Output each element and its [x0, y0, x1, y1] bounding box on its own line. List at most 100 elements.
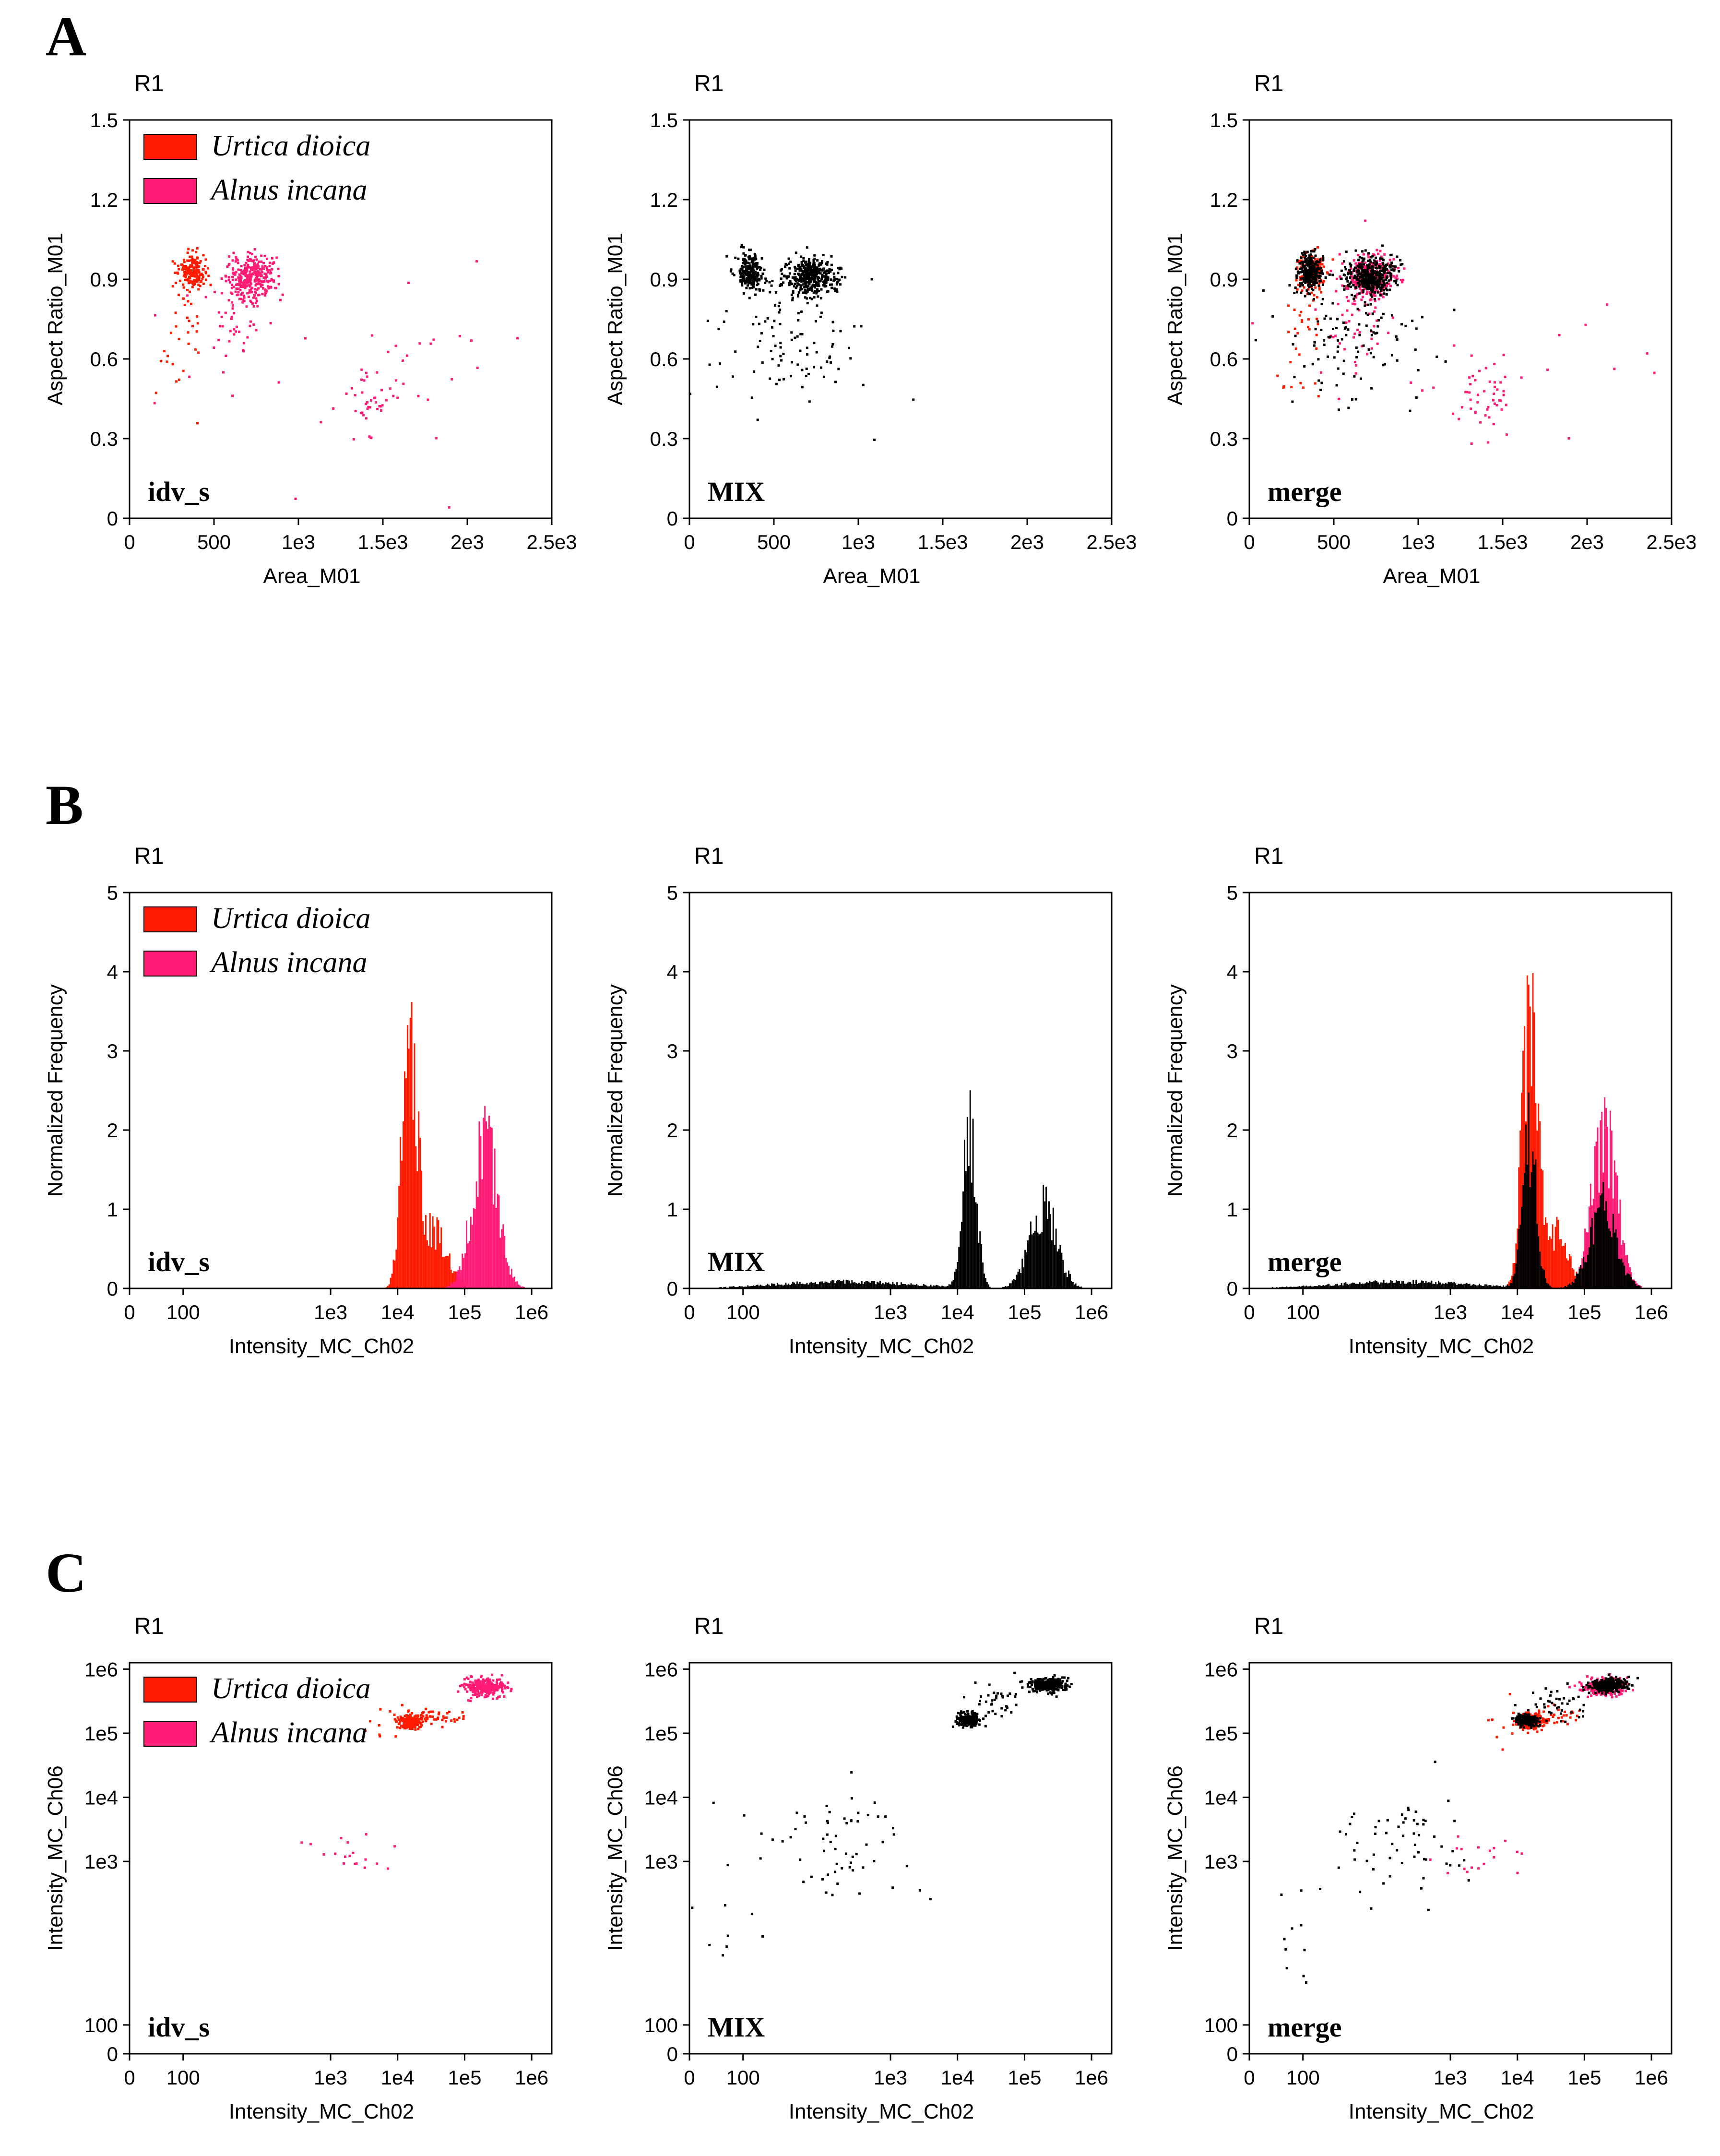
data-point: [1342, 372, 1345, 375]
data-point: [1301, 289, 1304, 292]
histogram-bar: [498, 1195, 500, 1288]
data-point: [742, 292, 745, 295]
data-point: [1421, 316, 1423, 319]
histogram-bar: [1546, 1223, 1548, 1288]
data-point: [1052, 1676, 1055, 1679]
data-point: [1312, 274, 1315, 277]
histogram-bar: [391, 1274, 393, 1288]
histogram-bar: [505, 1258, 507, 1288]
data-point: [1578, 1681, 1581, 1684]
histogram-bar: [1411, 1284, 1413, 1288]
data-point: [972, 1712, 974, 1715]
histogram-bar: [501, 1229, 503, 1288]
histogram-bar: [927, 1286, 929, 1288]
data-point: [1505, 433, 1508, 436]
data-point: [1546, 369, 1549, 371]
data-point: [1311, 287, 1314, 290]
data-point: [1020, 1680, 1023, 1683]
data-point: [166, 360, 168, 363]
data-point: [1305, 271, 1307, 274]
data-point: [958, 1724, 961, 1727]
data-point: [1370, 282, 1373, 285]
data-point: [791, 283, 794, 286]
data-point: [744, 271, 747, 274]
data-point: [805, 290, 807, 293]
x-tick-label: 0: [124, 1301, 135, 1323]
data-point: [186, 289, 189, 292]
histogram-bar: [460, 1270, 462, 1288]
data-point: [829, 283, 831, 286]
data-point: [891, 1886, 894, 1889]
data-point: [1364, 261, 1367, 264]
histogram-bar: [1397, 1281, 1399, 1288]
data-point: [387, 351, 390, 354]
histogram-bar: [411, 1002, 413, 1288]
data-point: [746, 273, 749, 276]
data-point: [753, 252, 756, 255]
data-point: [465, 1676, 468, 1679]
data-point: [396, 1726, 399, 1729]
data-point: [1376, 286, 1379, 288]
histogram-bar: [1616, 1175, 1618, 1288]
data-point: [1343, 288, 1346, 291]
histogram-bar: [1633, 1281, 1635, 1288]
histogram-bar: [866, 1281, 868, 1288]
data-point: [262, 280, 265, 283]
data-point: [1314, 266, 1317, 269]
data-point: [747, 280, 749, 283]
data-point: [414, 1726, 416, 1728]
data-point: [892, 1833, 895, 1836]
data-point: [442, 1715, 445, 1718]
histogram-bar: [1524, 1173, 1525, 1288]
data-point: [830, 268, 833, 271]
data-point: [841, 1867, 843, 1870]
histogram-bar: [1471, 1285, 1473, 1288]
data-point: [474, 1693, 477, 1696]
data-point: [1302, 260, 1305, 263]
data-point: [839, 283, 842, 286]
histogram-bar: [1532, 973, 1534, 1288]
data-point: [873, 1801, 876, 1804]
data-point: [1394, 282, 1397, 285]
data-point: [731, 272, 734, 275]
histogram-bar: [1529, 1187, 1531, 1288]
y-tick-label: 1e5: [644, 1722, 678, 1745]
data-point: [228, 255, 231, 258]
histogram-bar: [976, 1203, 978, 1288]
data-point: [1370, 334, 1373, 336]
data-point: [1375, 276, 1378, 279]
data-point: [870, 278, 873, 281]
data-point: [1036, 1680, 1039, 1683]
data-point: [160, 359, 163, 362]
data-point: [856, 1820, 859, 1823]
histogram-bar: [463, 1258, 465, 1288]
x-tick-label: 500: [1317, 531, 1351, 553]
data-point: [961, 1721, 963, 1724]
data-point: [188, 290, 191, 293]
data-point: [1410, 381, 1412, 384]
data-point: [1403, 267, 1406, 270]
data-point: [1322, 259, 1325, 262]
data-point: [1059, 1681, 1062, 1684]
histogram-bar: [1476, 1285, 1478, 1288]
data-point: [1306, 272, 1309, 275]
data-point: [199, 285, 202, 287]
data-point: [1315, 273, 1318, 275]
data-point: [1298, 260, 1301, 262]
data-point: [1371, 272, 1374, 274]
histogram-bar: [1549, 1236, 1551, 1288]
data-point: [1385, 272, 1388, 275]
data-point: [1396, 284, 1399, 286]
data-point: [249, 288, 252, 291]
histogram-bar: [474, 1209, 476, 1288]
histogram-bar: [1353, 1283, 1355, 1288]
data-point: [239, 298, 242, 300]
data-point: [804, 270, 807, 273]
histogram-bar: [1477, 1285, 1479, 1288]
data-point: [256, 279, 259, 282]
plot-frame: [1248, 119, 1673, 519]
data-point: [1362, 296, 1364, 298]
data-point: [1046, 1688, 1049, 1691]
data-point: [789, 261, 792, 263]
